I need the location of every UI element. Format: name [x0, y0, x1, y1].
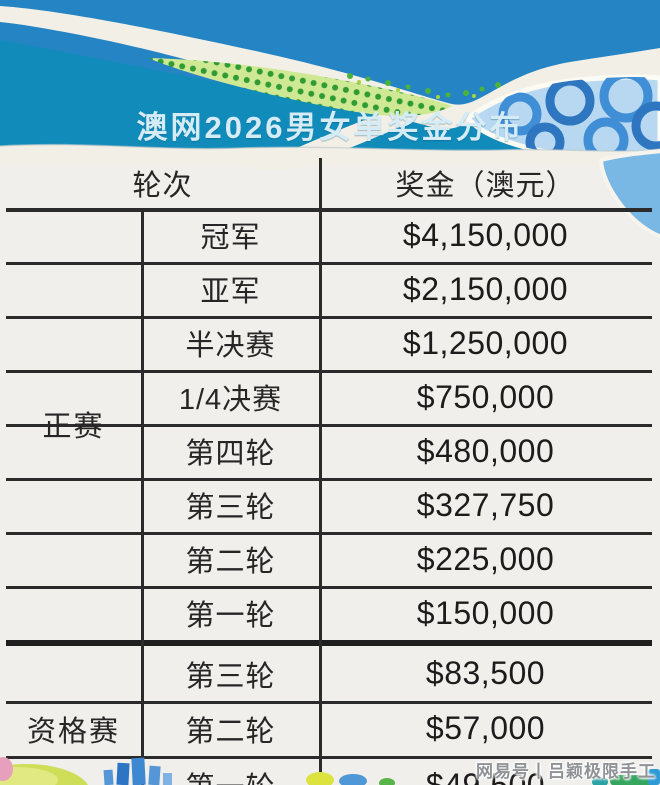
round-cell: 亚军 — [200, 276, 261, 308]
prize-cell: $4,150,000 — [402, 216, 569, 253]
prize-cell: $750,000 — [416, 378, 555, 415]
group-label-qualifying: 资格赛 — [26, 716, 120, 748]
page-title: 澳网2026男女单奖金分布 — [136, 110, 524, 145]
round-cell: 冠军 — [200, 222, 261, 254]
group-divider-line — [6, 640, 652, 646]
group-label-main-draw: 正赛 — [42, 411, 105, 443]
column-divider-main — [319, 158, 322, 785]
green-specks — [347, 73, 501, 98]
column-header-prize: 奖金（澳元） — [395, 170, 576, 202]
round-cell: 第三轮 — [185, 660, 276, 693]
round-cell: 第四轮 — [185, 438, 276, 470]
table-line — [6, 262, 652, 265]
prize-cell: $327,750 — [416, 486, 555, 523]
yellow-specks — [357, 80, 476, 99]
prize-cell: $480,000 — [416, 432, 555, 469]
round-cell: 第二轮 — [185, 715, 276, 748]
table-line — [6, 208, 652, 212]
round-cell: 1/4决赛 — [178, 384, 283, 416]
prize-cell: $225,000 — [416, 540, 555, 577]
prize-cell: $150,000 — [416, 594, 555, 631]
prize-cell: $57,000 — [425, 710, 546, 746]
table-line — [6, 532, 652, 535]
prize-cell: $2,150,000 — [402, 270, 569, 307]
table-line — [6, 756, 652, 759]
table-line — [6, 478, 652, 481]
round-cell: 第一轮 — [142, 756, 319, 785]
prize-cell: $1,250,000 — [402, 324, 569, 361]
round-cell: 第一轮 — [185, 600, 276, 632]
table-line — [6, 701, 652, 704]
round-cell: 半决赛 — [185, 330, 276, 362]
table-line — [6, 586, 652, 589]
table-line — [6, 316, 652, 319]
prize-cell: $49,500 — [425, 766, 546, 785]
prize-cell: $83,500 — [425, 655, 546, 691]
column-divider-group — [141, 208, 144, 785]
round-cell: 第二轮 — [185, 546, 276, 578]
round-cell: 第三轮 — [185, 492, 276, 524]
watermark: 网易号丨吕颖极限手工 — [476, 762, 656, 781]
table-line — [6, 370, 652, 373]
table-line — [6, 424, 652, 427]
column-header-round: 轮次 — [132, 170, 193, 202]
